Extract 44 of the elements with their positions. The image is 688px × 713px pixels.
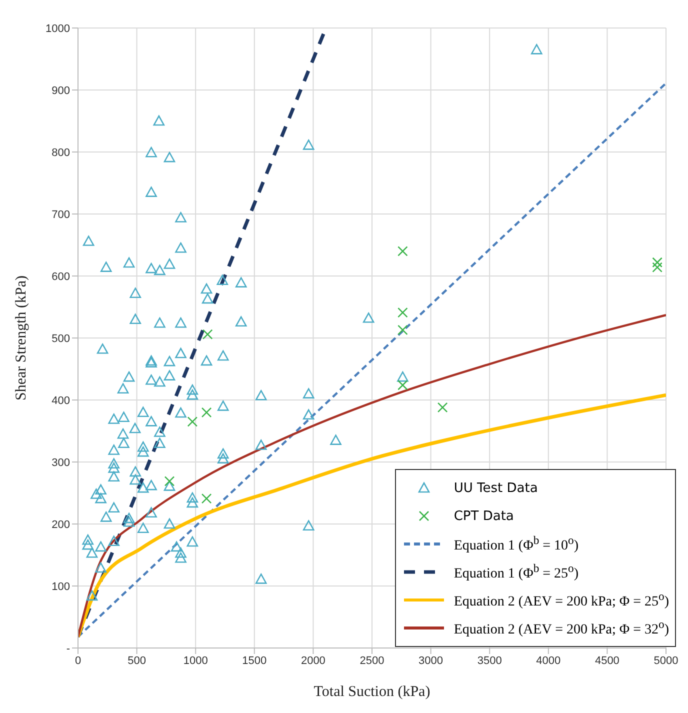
y-tick-label: 1000 bbox=[46, 22, 70, 35]
point bbox=[187, 416, 198, 427]
point bbox=[652, 262, 662, 272]
x-tick-label: 2500 bbox=[360, 654, 384, 667]
y-tick-label: 100 bbox=[52, 580, 70, 593]
line-series bbox=[78, 393, 666, 639]
point bbox=[652, 257, 662, 268]
y-tick-label: 200 bbox=[52, 518, 70, 531]
x-tick-label: 3500 bbox=[477, 654, 502, 667]
legend-label: Equation 1 (Φ$^{b}$ = 25$^{o}$) bbox=[454, 562, 579, 582]
y-tick-label: 900 bbox=[52, 84, 70, 97]
legend-label: Equation 2 (AEV = 200 kPa; Φ = 25$^{o}$) bbox=[454, 590, 669, 610]
x-tick-label: 4500 bbox=[594, 654, 620, 667]
y-tick-label: 300 bbox=[52, 456, 70, 469]
x-tick-label: 1000 bbox=[183, 654, 208, 667]
x-tick-label: 3000 bbox=[418, 654, 444, 667]
x-axis-title: Total Suction (kPa) bbox=[314, 684, 430, 700]
legend-label: UU Test Data bbox=[454, 480, 538, 496]
x-tick-label: 5000 bbox=[654, 654, 678, 667]
y-tick-label: 400 bbox=[52, 394, 70, 407]
point bbox=[201, 407, 212, 418]
point bbox=[398, 246, 408, 256]
point bbox=[398, 380, 408, 390]
line-series bbox=[78, 314, 666, 638]
point bbox=[437, 402, 448, 413]
point bbox=[164, 476, 175, 486]
point bbox=[201, 493, 212, 504]
y-tick-label: 700 bbox=[52, 208, 70, 221]
x-tick-label: 2000 bbox=[300, 654, 326, 667]
x-tick-label: 1500 bbox=[242, 654, 267, 667]
legend-label: Equation 2 (AEV = 200 kPa; Φ = 32$^{o}$) bbox=[454, 618, 669, 638]
x-tick-label: 500 bbox=[128, 654, 146, 667]
legend-label: CPT Data bbox=[454, 508, 514, 524]
point bbox=[398, 307, 408, 318]
y-tick-label: 600 bbox=[52, 270, 70, 283]
legend-label: Equation 1 (Φ$^{b}$ = 10$^{o}$) bbox=[454, 534, 579, 554]
point bbox=[202, 329, 213, 340]
y-axis-title: Shear Strength (kPa) bbox=[13, 276, 30, 400]
point bbox=[398, 324, 408, 336]
y-tick-label: 500 bbox=[52, 332, 70, 345]
y-tick-label: - bbox=[66, 642, 70, 655]
y-tick-label: 800 bbox=[52, 146, 70, 159]
x-tick-label: 4000 bbox=[536, 654, 561, 667]
x-tick-label: 0 bbox=[74, 654, 82, 667]
